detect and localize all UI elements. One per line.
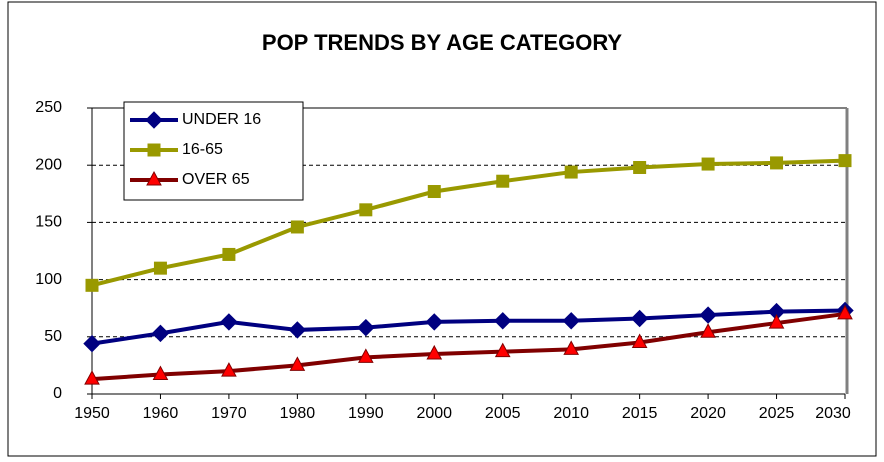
legend-label: UNDER 16 — [182, 111, 261, 128]
data-point — [425, 313, 443, 331]
data-point — [563, 340, 580, 355]
data-point — [426, 344, 443, 360]
x-tick-label: 2020 — [690, 405, 726, 422]
data-point — [630, 309, 649, 328]
series-line — [91, 308, 846, 346]
data-point — [701, 157, 715, 171]
data-point — [700, 323, 716, 338]
series-line — [91, 158, 846, 288]
data-point — [562, 312, 580, 330]
data-point — [357, 348, 374, 363]
x-tick-label: 1960 — [143, 405, 179, 422]
x-tick-label: 2005 — [485, 405, 521, 422]
y-tick-label: 200 — [35, 156, 62, 173]
data-point — [153, 261, 167, 275]
data-point — [837, 304, 853, 320]
legend-marker — [145, 111, 163, 129]
x-tick-label: 1980 — [280, 405, 316, 422]
x-tick-label: 2015 — [622, 405, 658, 422]
data-point — [631, 333, 648, 349]
data-point — [222, 247, 236, 261]
data-point — [427, 185, 441, 199]
data-point — [85, 278, 99, 292]
x-tick-label: 2000 — [416, 405, 452, 422]
y-tick-label: 150 — [35, 214, 62, 231]
y-tick-label: 50 — [44, 328, 62, 345]
data-point — [699, 306, 717, 324]
data-point — [151, 324, 170, 343]
y-tick-label: 100 — [35, 271, 62, 288]
x-tick-label: 1950 — [74, 405, 110, 422]
data-point — [290, 220, 304, 234]
x-tick-label: 1970 — [211, 405, 247, 422]
data-point — [288, 321, 307, 339]
data-point — [768, 314, 785, 329]
data-point — [357, 318, 375, 337]
data-point — [221, 362, 237, 377]
legend-marker — [147, 143, 161, 157]
data-point — [83, 334, 101, 353]
data-point — [770, 156, 784, 170]
x-tick-label: 2030 — [815, 405, 851, 422]
data-point — [152, 365, 169, 381]
data-point — [220, 313, 238, 331]
series-line — [91, 311, 846, 382]
x-tick-label: 2010 — [553, 405, 589, 422]
y-tick-label: 250 — [35, 99, 62, 116]
data-point — [838, 154, 852, 168]
data-point — [494, 342, 511, 358]
data-point — [289, 356, 306, 371]
data-point — [84, 370, 100, 385]
chart-border — [7, 1, 877, 457]
x-tick-label: 1990 — [348, 405, 384, 422]
data-point — [359, 203, 373, 217]
x-tick-label: 2025 — [759, 405, 795, 422]
data-point — [496, 174, 510, 188]
legend-marker — [146, 170, 162, 186]
legend-label: 16-65 — [182, 141, 223, 158]
legend-label: OVER 65 — [182, 171, 250, 188]
data-point — [633, 160, 647, 174]
y-tick-label: 0 — [53, 385, 62, 402]
data-point — [494, 312, 512, 330]
chart-title: POP TRENDS BY AGE CATEGORY — [262, 30, 623, 55]
data-point — [564, 165, 578, 179]
